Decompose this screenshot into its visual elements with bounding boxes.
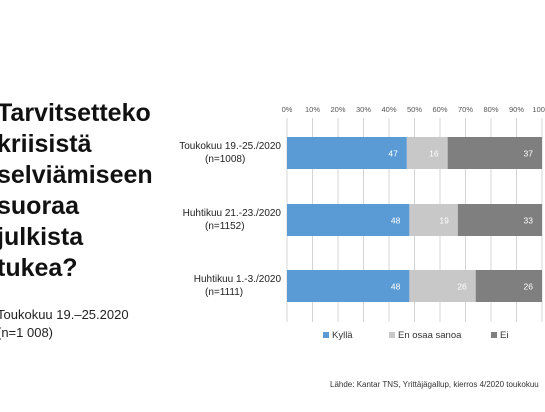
category-label: Huhtikuu 1.-3./2020 [194,274,282,285]
bar-value-label: 26 [457,282,467,292]
bar-segment [287,270,410,302]
bar-segment [447,137,542,169]
bar-value-label: 47 [388,149,398,159]
survey-meta: Toukokuu 19.–25.2020 (n=1 008) [0,306,172,342]
bar-segment [287,137,407,169]
question-line: suoraa [0,192,79,220]
legend-swatch [323,332,329,338]
x-tick-label: 20% [330,105,345,114]
bar-value-label: 33 [524,216,534,226]
x-tick-label: 10% [305,105,320,114]
question-line: julkista [0,223,84,251]
question-line: kriisistä [0,130,92,158]
source-note: Lähde: Kantar TNS, Yrittäjägallup, kierr… [330,380,539,389]
x-tick-label: 90% [509,105,524,114]
x-tick-label: 50% [407,105,422,114]
bar-value-label: 19 [439,216,449,226]
x-tick-label: 80% [483,105,498,114]
bar-value-label: 26 [524,282,534,292]
x-tick-label: 0% [282,105,293,114]
category-label: Huhtikuu 21.-23./2020 [183,208,282,219]
survey-period: Toukokuu 19.–25.2020 [0,307,129,322]
question-line: selviämiseen [0,161,153,189]
x-tick-label: 30% [356,105,371,114]
x-tick-label: 70% [458,105,473,114]
bar-segment [475,270,542,302]
legend-swatch [389,332,395,338]
sample-size: (n=1 008) [0,325,54,340]
bar-segment [409,204,458,236]
x-tick-label: 100% [532,105,545,114]
bar-segment [409,270,476,302]
bar-segment [457,204,542,236]
bar-segment [406,137,448,169]
bar-segment [287,204,410,236]
legend-label: En osaa sanoa [398,330,462,341]
question-title: Tarvitsetteko kriisistä selviämiseen suo… [0,98,172,284]
legend-label: Kyllä [332,330,353,341]
category-sample-label: (n=1008) [205,154,245,165]
question-line: Tarvitsetteko [0,99,151,127]
category-sample-label: (n=1111) [205,287,243,298]
bar-value-label: 48 [391,216,401,226]
x-tick-label: 60% [432,105,447,114]
bar-value-label: 37 [524,149,534,159]
category-sample-label: (n=1152) [205,221,245,232]
category-label: Toukokuu 19.-25./2020 [179,141,281,152]
bar-value-label: 48 [391,282,401,292]
legend-label: Ei [500,330,508,341]
bar-value-label: 16 [429,149,439,159]
legend-swatch [491,332,497,338]
question-line: tukea? [0,254,78,282]
x-tick-label: 40% [381,105,396,114]
